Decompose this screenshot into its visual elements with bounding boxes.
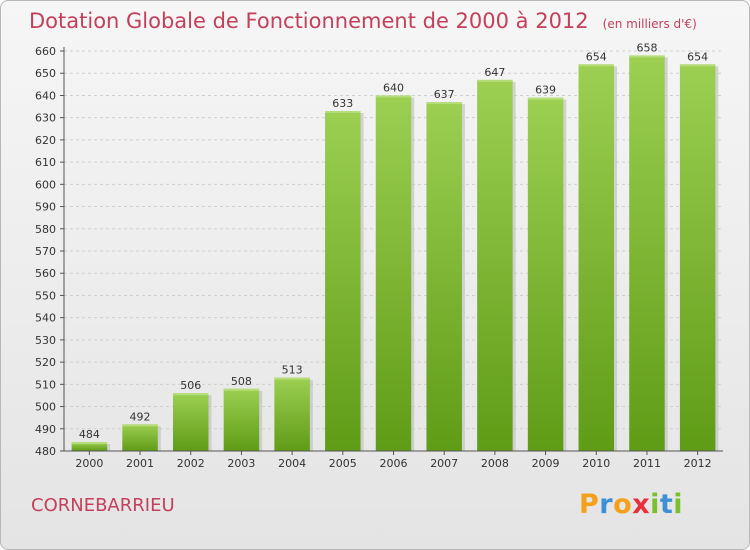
x-tick-label: 2005 bbox=[329, 457, 357, 470]
chart-title: Dotation Globale de Fonctionnement de 20… bbox=[29, 9, 697, 33]
bar-value-label: 492 bbox=[130, 410, 151, 423]
y-tick-label: 590 bbox=[35, 201, 56, 214]
bar-layer bbox=[71, 55, 719, 452]
bar-2005 bbox=[325, 111, 361, 451]
bar-value-label: 654 bbox=[586, 50, 607, 63]
bar-2010 bbox=[578, 64, 615, 452]
x-tick-label: 2012 bbox=[684, 457, 712, 470]
bar-2001 bbox=[122, 424, 158, 451]
x-tick-label: 2006 bbox=[380, 457, 408, 470]
x-tick-label: 2002 bbox=[177, 457, 205, 470]
y-tick-label: 540 bbox=[35, 312, 56, 325]
bar-2007 bbox=[426, 102, 462, 451]
y-tick-label: 650 bbox=[35, 67, 56, 80]
y-tick-label: 570 bbox=[35, 245, 56, 258]
bar-highlight bbox=[527, 97, 564, 100]
brand-letter: i bbox=[673, 489, 684, 520]
y-tick-label: 640 bbox=[35, 89, 56, 102]
bar-highlight bbox=[122, 424, 158, 427]
x-tick-label: 2007 bbox=[430, 457, 458, 470]
bar-value-label: 637 bbox=[434, 88, 455, 101]
bar-value-label: 654 bbox=[687, 50, 708, 63]
y-tick-label: 550 bbox=[35, 289, 56, 302]
city-name: CORNEBARRIEU bbox=[31, 495, 175, 516]
x-tick-label: 2008 bbox=[481, 457, 509, 470]
bar-value-label: 484 bbox=[79, 428, 100, 441]
bar-2011 bbox=[629, 55, 665, 451]
brand-letter: t bbox=[659, 489, 674, 520]
bar-value-label: 513 bbox=[282, 364, 303, 377]
y-tick-label: 490 bbox=[35, 423, 56, 436]
bar-highlight bbox=[578, 64, 615, 67]
bar-value-label: 639 bbox=[535, 84, 556, 97]
brand-letter: o bbox=[613, 489, 633, 520]
y-tick-label: 530 bbox=[35, 334, 56, 347]
y-tick-label: 520 bbox=[35, 356, 56, 369]
y-tick-label: 620 bbox=[35, 134, 56, 147]
bar-value-label: 647 bbox=[484, 66, 505, 79]
bar-2012 bbox=[679, 64, 716, 452]
chart-unit: (en milliers d'€) bbox=[602, 17, 697, 31]
bar-highlight bbox=[426, 102, 462, 105]
bar-highlight bbox=[375, 95, 412, 98]
bar-value-label: 633 bbox=[332, 97, 353, 110]
bar-2004 bbox=[274, 377, 310, 451]
bar-highlight bbox=[274, 377, 310, 380]
bar-2006 bbox=[375, 95, 412, 451]
chart-title-text: Dotation Globale de Fonctionnement de 20… bbox=[29, 9, 589, 33]
y-tick-label: 510 bbox=[35, 378, 56, 391]
x-tick-label: 2004 bbox=[278, 457, 306, 470]
bar-2003 bbox=[223, 388, 260, 451]
y-tick-label: 580 bbox=[35, 223, 56, 236]
brand-logo: Proxiti bbox=[579, 489, 683, 520]
y-tick-label: 610 bbox=[35, 156, 56, 169]
bar-value-label: 640 bbox=[383, 81, 404, 94]
bar-highlight bbox=[679, 64, 716, 67]
axis-layer: 480 490 500 510 520 530 540 550 560 570 580 590 600 6… bbox=[35, 45, 723, 470]
bar-value-label: 658 bbox=[636, 41, 657, 54]
y-tick-label: 600 bbox=[35, 178, 56, 191]
x-tick-label: 2003 bbox=[227, 457, 255, 470]
x-tick-label: 2010 bbox=[582, 457, 610, 470]
bar-highlight bbox=[325, 111, 361, 113]
bar-highlight bbox=[71, 442, 108, 445]
brand-letter: P bbox=[579, 489, 600, 520]
y-tick-label: 500 bbox=[35, 401, 56, 414]
bar-2009 bbox=[527, 97, 564, 452]
bar-highlight bbox=[172, 393, 209, 396]
bar-highlight bbox=[223, 388, 260, 391]
bar-highlight bbox=[629, 55, 665, 58]
bar-value-label: 506 bbox=[180, 379, 201, 392]
x-tick-label: 2001 bbox=[126, 457, 154, 470]
bar-2002 bbox=[172, 393, 209, 451]
x-tick-label: 2000 bbox=[75, 457, 103, 470]
y-tick-label: 480 bbox=[35, 445, 56, 458]
y-tick-label: 660 bbox=[35, 45, 56, 58]
bar-highlight bbox=[477, 79, 513, 82]
brand-letter: x bbox=[632, 489, 651, 520]
x-tick-label: 2011 bbox=[633, 457, 661, 470]
bar-2000 bbox=[71, 442, 108, 451]
bar-2008 bbox=[477, 79, 513, 451]
bar-value-label: 508 bbox=[231, 375, 252, 388]
y-tick-label: 630 bbox=[35, 112, 56, 125]
x-tick-label: 2009 bbox=[532, 457, 560, 470]
label-layer: 484 492 506 508 513 633 640 637 647 639 654 658 654 bbox=[79, 41, 708, 441]
brand-letter: i bbox=[650, 489, 660, 520]
brand-letter: r bbox=[599, 489, 614, 520]
y-tick-label: 560 bbox=[35, 267, 56, 280]
